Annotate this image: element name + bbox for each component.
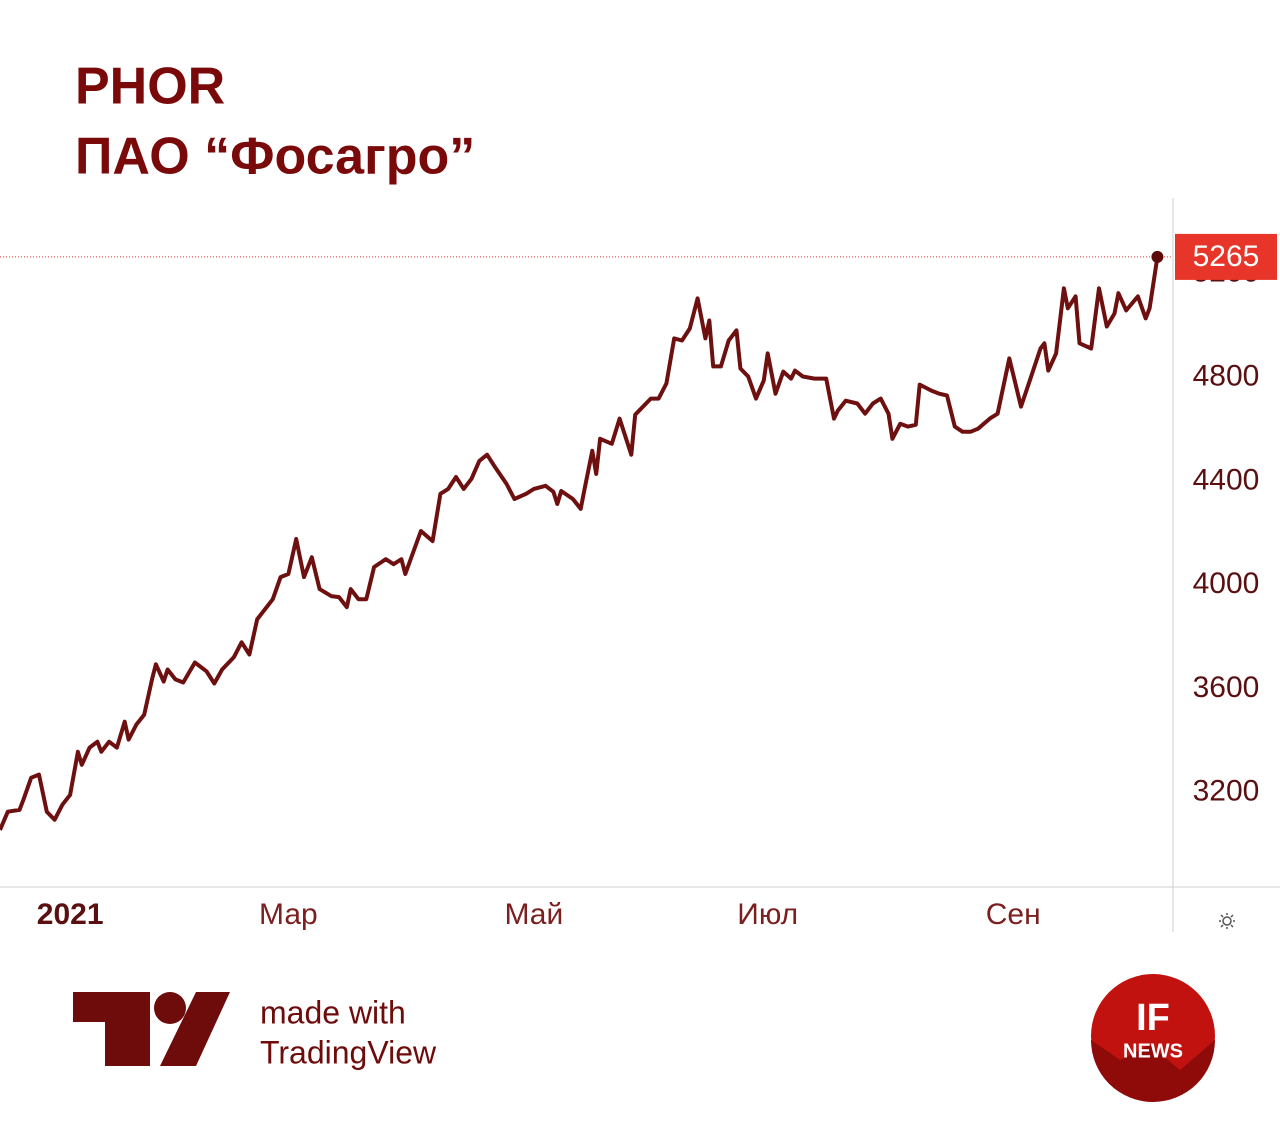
chart-title: PHOR	[75, 58, 225, 116]
last-price-label: 5265	[1193, 240, 1260, 273]
made-with: made with	[260, 994, 406, 1030]
y-tick-label: 4800	[1193, 360, 1260, 393]
brand: TradingView	[260, 1034, 437, 1070]
x-tick-label: Июл	[737, 898, 798, 931]
x-tick-label: Мар	[259, 898, 318, 931]
x-tick-label: Сен	[986, 898, 1041, 931]
y-tick-label: 3200	[1193, 775, 1260, 808]
y-tick-label: 4400	[1193, 463, 1260, 496]
ifnews-logo: IF NEWS	[1091, 974, 1215, 1102]
logo-top: IF	[1136, 997, 1170, 1039]
last-point	[1151, 250, 1164, 263]
y-tick-label: 4000	[1193, 567, 1260, 600]
x-tick-label: 2021	[37, 898, 104, 931]
x-tick-label: Май	[504, 898, 563, 931]
price-line	[0, 256, 1160, 831]
last-price-tag	[1175, 233, 1277, 280]
y-tick-label: 3600	[1193, 671, 1260, 704]
chart-subtitle: ПАО “Фосагро”	[75, 128, 475, 186]
tradingview-logo	[73, 992, 230, 1066]
logo-bottom: NEWS	[1123, 1040, 1183, 1062]
settings-icon[interactable]	[1219, 913, 1235, 929]
